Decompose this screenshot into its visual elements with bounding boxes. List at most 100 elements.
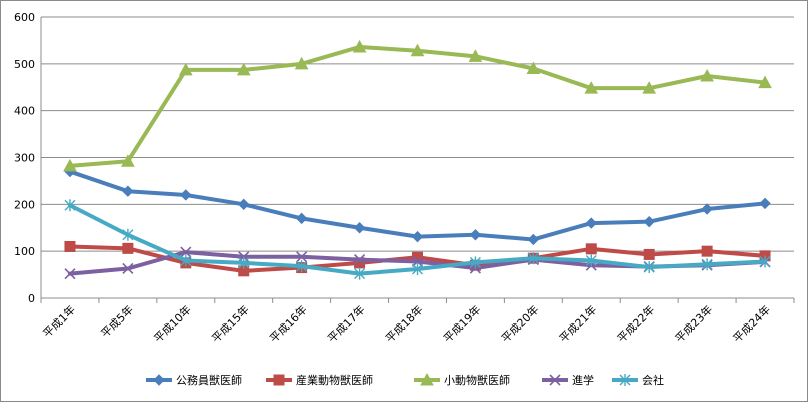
data-point: [584, 81, 599, 94]
data-point: [238, 256, 250, 269]
marker-stroke: [354, 254, 366, 266]
legend-label: 会社: [642, 373, 664, 387]
data-point: [412, 262, 423, 275]
y-tick-label: 400: [14, 105, 35, 118]
legend-label: 産業動物獣医師: [296, 373, 373, 387]
data-point: [410, 43, 425, 57]
data-point: [64, 240, 76, 252]
legend-marker: [420, 372, 434, 386]
data-point: [643, 248, 655, 260]
data-point: [469, 229, 482, 241]
x-tick-label: 平成22年: [614, 302, 657, 345]
x-tick-label: 平成21年: [556, 302, 599, 345]
data-point: [643, 215, 655, 228]
gridlines: [41, 16, 794, 252]
legend-item: 公務員獣医師: [146, 373, 242, 387]
data-point: [354, 254, 366, 266]
x-tick-label: 平成16年: [267, 302, 310, 345]
legend-marker: [153, 374, 165, 386]
data-point: [122, 242, 134, 254]
series-3: [63, 39, 772, 172]
data-point: [64, 199, 76, 212]
series-1: [64, 165, 771, 246]
data-point: [296, 251, 308, 263]
data-point: [468, 49, 483, 62]
data-point: [180, 246, 192, 258]
legend: 公務員獣医師 産業動物獣医師 小動物獣医師 進学 会社: [146, 372, 664, 387]
y-tick-label: 200: [14, 198, 35, 211]
y-tick-label: 100: [14, 245, 35, 258]
data-point: [178, 62, 193, 76]
y-tick-label: 300: [14, 152, 35, 165]
x-tick-label: 平成19年: [440, 302, 483, 345]
data-point: [758, 75, 772, 89]
x-tick-label: 平成20年: [498, 302, 541, 345]
plot-area: [63, 39, 772, 280]
legend-item: 進学: [542, 373, 594, 387]
x-tick-label: 平成10年: [151, 302, 194, 345]
series-line: [67, 169, 768, 242]
data-point: [585, 217, 597, 229]
y-tick-label: 0: [28, 292, 35, 305]
data-point: [642, 81, 657, 94]
legend-item: 会社: [612, 373, 664, 387]
data-point: [296, 260, 308, 273]
x-tick-label: 平成24年: [730, 302, 773, 345]
data-point: [701, 258, 713, 271]
data-point: [354, 267, 366, 280]
legend-label: 進学: [572, 373, 594, 387]
x-axis: 平成1年 平成5年 平成10年 平成15年 平成16年 平成17年 平成18年 平成19年 平成…: [40, 297, 795, 345]
data-point: [64, 268, 76, 280]
marker-stroke: [549, 374, 561, 386]
data-point: [701, 203, 713, 215]
legend-label: 小動物獣医師: [444, 373, 510, 387]
marker-stroke: [64, 268, 76, 280]
x-tick-label: 平成18年: [382, 302, 425, 345]
data-point: [180, 254, 192, 267]
data-point: [526, 61, 541, 75]
data-point: [63, 158, 77, 172]
data-point: [236, 62, 251, 76]
data-point: [121, 154, 135, 167]
data-point: [353, 222, 366, 234]
marker-stroke: [122, 262, 134, 275]
data-point: [585, 243, 597, 255]
legend-label: 公務員獣医師: [176, 373, 242, 387]
series-line: [67, 44, 768, 168]
legend-item: 産業動物獣医師: [266, 373, 373, 387]
x-tick-label: 平成15年: [209, 302, 252, 345]
data-point: [180, 189, 192, 201]
y-tick-label: 600: [14, 11, 35, 24]
data-point: [122, 262, 134, 275]
data-point: [701, 245, 713, 257]
x-tick-label: 平成17年: [325, 302, 368, 345]
data-point: [527, 252, 539, 265]
data-point: [238, 198, 250, 211]
legend-item: 小動物獣医師: [414, 372, 510, 387]
data-point: [759, 197, 771, 210]
series-5: [64, 199, 771, 280]
data-point: [411, 230, 424, 243]
x-tick-label: 平成23年: [672, 302, 715, 345]
data-point: [585, 254, 597, 267]
data-point: [469, 256, 481, 269]
y-axis: 0 100 200 300 400 500 600: [14, 11, 42, 305]
y-tick-label: 500: [14, 58, 35, 71]
marker-stroke: [296, 251, 308, 263]
data-point: [643, 261, 655, 274]
data-point: [122, 228, 134, 241]
data-point: [294, 56, 309, 70]
x-tick-label: 平成1年: [40, 302, 78, 340]
data-point: [759, 255, 771, 268]
data-point: [527, 233, 540, 246]
legend-marker: [273, 374, 285, 386]
marker-stroke: [180, 246, 192, 258]
data-point: [122, 185, 134, 197]
data-point: [352, 39, 367, 53]
data-point: [295, 212, 308, 225]
legend-marker: [619, 374, 631, 386]
legend-marker: [549, 374, 561, 386]
data-point: [700, 68, 714, 82]
